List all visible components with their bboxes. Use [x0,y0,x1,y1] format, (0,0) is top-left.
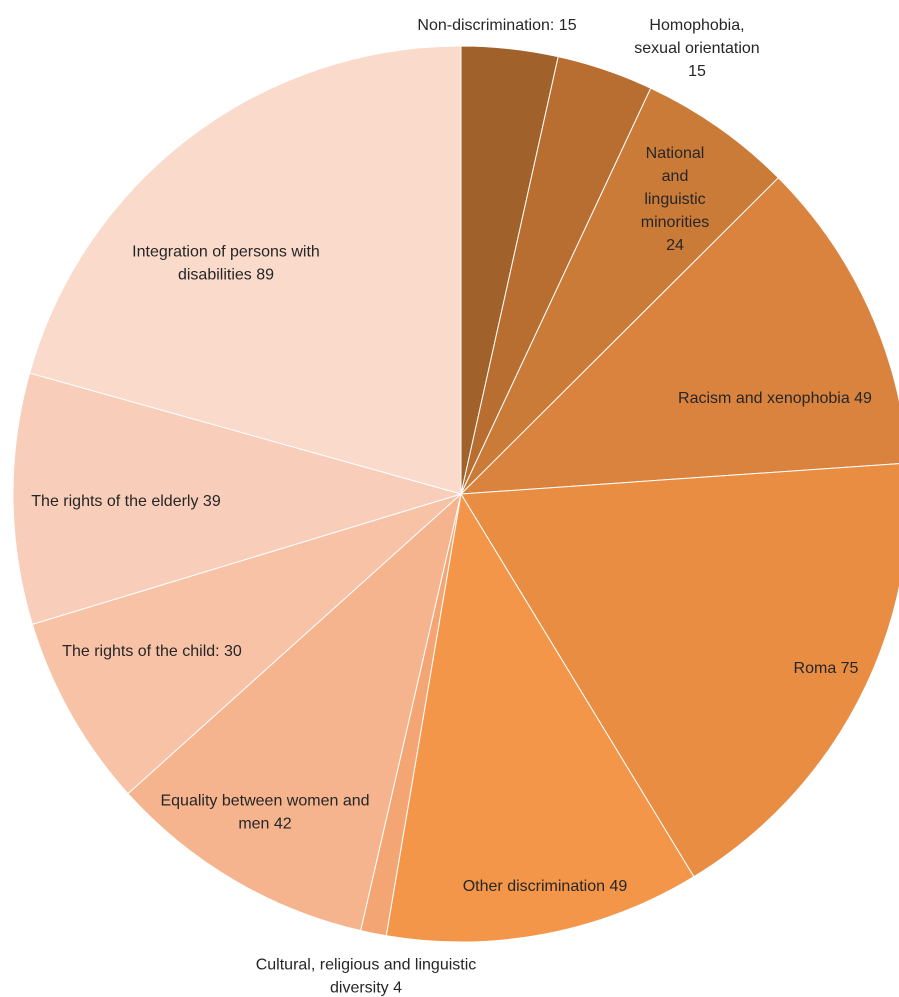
pie-slice-8 [31,493,462,795]
slice-label-4: Roma 75 [794,660,859,677]
slice-label-line: linguistic [644,191,705,208]
slice-label-line: The rights of the elderly 39 [31,493,221,510]
pie-slice-4 [460,463,899,878]
slice-label-5: Other discrimination 49 [463,878,628,895]
slice-label-line: Other discrimination 49 [463,878,628,895]
slice-label-line: 15 [688,63,706,80]
slice-label-0: Non-discrimination: 15 [417,17,576,34]
slice-label-9: The rights of the elderly 39 [31,493,221,510]
pie-slice-9 [12,372,463,625]
slices-layer [12,45,899,943]
slice-label-line: minorities [641,214,709,231]
labels-layer: Non-discrimination: 15 Homophobia, sexual … [31,17,872,997]
pie-slice-5 [385,492,695,943]
slice-label-line: National [646,145,705,162]
slice-label-10: Integration of persons with disabilities … [132,244,320,284]
pie-slice-10 [29,45,462,495]
slice-label-line: sexual orientation [634,40,759,57]
slice-label-7: Equality between women and men 42 [160,793,369,833]
slice-label-line: diversity 4 [330,980,402,997]
slice-label-1: Homophobia, sexual orientation 15 [634,17,759,80]
slice-label-8: The rights of the child: 30 [62,643,242,660]
slice-label-line: Roma 75 [794,660,859,677]
slice-label-line: Equality between women and [160,793,369,810]
pie-slice-2 [460,87,780,495]
slice-label-line: men 42 [238,816,291,833]
slice-label-line: Non-discrimination: 15 [417,17,576,34]
slice-label-line: Homophobia, [649,17,744,34]
slice-label-line: Integration of persons with [132,244,320,261]
slice-label-2: National and linguistic minorities 24 [641,145,709,254]
slice-label-line: The rights of the child: 30 [62,643,242,660]
slice-label-6: Cultural, religious and linguistic divers… [256,957,477,997]
slice-label-line: disabilities 89 [178,267,274,284]
slice-label-line: 24 [666,237,684,254]
pie-slice-7 [127,492,462,932]
slice-label-line: Racism and xenophobia 49 [678,390,872,407]
slice-label-3: Racism and xenophobia 49 [678,390,872,407]
pie-slice-3 [459,177,899,495]
slice-label-line: and [662,168,689,185]
slice-label-line: Cultural, religious and linguistic [256,957,477,974]
